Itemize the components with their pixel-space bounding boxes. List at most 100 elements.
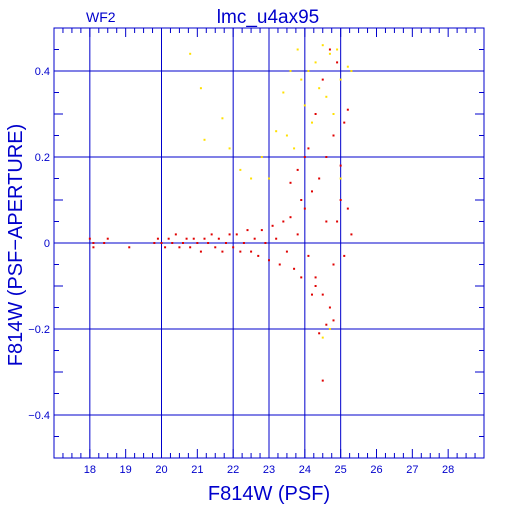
y-tick-label: −0.2 bbox=[28, 324, 50, 336]
red-data-point bbox=[325, 156, 328, 158]
red-data-point bbox=[318, 332, 321, 335]
yellow-data-point bbox=[296, 48, 299, 51]
red-data-point bbox=[128, 246, 131, 249]
red-data-point bbox=[311, 293, 313, 296]
red-data-point bbox=[178, 246, 181, 249]
yellow-data-point bbox=[328, 328, 331, 330]
red-data-point bbox=[289, 181, 292, 184]
red-data-point bbox=[221, 250, 224, 253]
red-data-point bbox=[332, 134, 335, 137]
red-data-point bbox=[343, 254, 346, 257]
red-data-point bbox=[346, 108, 349, 111]
y-tick-label: 0.2 bbox=[35, 152, 50, 164]
red-data-point bbox=[321, 293, 324, 296]
y-axis-label: F814W (PSF−APERTURE) bbox=[5, 124, 27, 366]
red-data-point bbox=[350, 233, 353, 236]
y-tick-label: 0.4 bbox=[35, 66, 50, 78]
yellow-data-point bbox=[321, 336, 324, 339]
red-data-point bbox=[196, 242, 199, 244]
red-data-point bbox=[325, 323, 328, 326]
red-data-point bbox=[314, 285, 317, 287]
yellow-data-point bbox=[328, 52, 331, 55]
gridlines bbox=[54, 28, 484, 458]
red-data-point bbox=[164, 246, 167, 249]
yellow-data-point bbox=[325, 95, 328, 98]
yellow-data-point bbox=[303, 104, 306, 107]
yellow-data-point bbox=[339, 177, 342, 180]
red-data-point bbox=[260, 229, 263, 232]
yellow-data-point bbox=[314, 61, 317, 64]
red-data-point bbox=[160, 242, 163, 244]
red-data-point bbox=[303, 207, 306, 210]
red-data-point bbox=[339, 199, 342, 201]
red-data-point bbox=[339, 164, 342, 167]
yellow-data-point bbox=[239, 168, 242, 171]
red-data-point bbox=[235, 233, 238, 236]
red-data-point bbox=[275, 237, 278, 240]
chart-title: lmc_u4ax95 bbox=[217, 7, 319, 28]
red-data-point bbox=[203, 237, 206, 240]
red-data-point bbox=[242, 242, 245, 244]
red-data-point bbox=[217, 237, 220, 240]
red-data-point bbox=[332, 319, 335, 322]
red-data-point bbox=[103, 242, 106, 244]
red-data-point bbox=[296, 233, 299, 236]
data-points bbox=[88, 44, 353, 382]
red-data-point bbox=[239, 250, 242, 253]
red-data-point bbox=[250, 250, 253, 253]
yellow-data-point bbox=[289, 70, 292, 72]
x-tick-label: 23 bbox=[263, 464, 275, 476]
yellow-data-point bbox=[318, 87, 321, 90]
red-data-point bbox=[285, 250, 288, 253]
yellow-data-point bbox=[339, 78, 342, 81]
red-data-point bbox=[182, 242, 184, 244]
red-data-point bbox=[171, 242, 174, 244]
yellow-data-point bbox=[268, 177, 270, 180]
tick-labels: 18 19 20 21 22 23 24 25 26 27 28 −0.4 −0.2 0 0.2 0.4 bbox=[28, 66, 454, 476]
red-data-point bbox=[332, 263, 335, 266]
red-data-point bbox=[307, 254, 310, 257]
x-tick-label: 27 bbox=[406, 464, 418, 476]
x-axis-label: F814W (PSF) bbox=[208, 483, 330, 505]
red-data-point bbox=[300, 276, 303, 279]
axis-ticks bbox=[53, 27, 485, 459]
red-data-point bbox=[300, 199, 303, 201]
red-data-point bbox=[325, 220, 328, 223]
red-data-point bbox=[328, 48, 331, 51]
red-data-point bbox=[282, 220, 285, 223]
red-data-point bbox=[257, 254, 260, 257]
red-data-point bbox=[199, 250, 202, 253]
y-tick-label: 0 bbox=[44, 238, 50, 250]
x-tick-label: 25 bbox=[335, 464, 347, 476]
red-data-point bbox=[318, 177, 321, 180]
red-data-point bbox=[268, 259, 270, 262]
red-data-point bbox=[88, 237, 91, 240]
yellow-data-point bbox=[221, 117, 224, 120]
y-tick-label: −0.4 bbox=[28, 410, 50, 422]
yellow-data-point bbox=[189, 52, 192, 55]
corner-label: WF2 bbox=[86, 9, 116, 25]
yellow-data-point bbox=[300, 78, 303, 81]
red-data-point bbox=[253, 237, 256, 240]
yellow-data-point bbox=[350, 70, 353, 72]
red-data-point bbox=[293, 267, 296, 270]
red-data-point bbox=[264, 242, 267, 244]
red-data-point bbox=[185, 237, 188, 240]
yellow-data-point bbox=[228, 147, 231, 150]
red-data-point bbox=[328, 306, 331, 309]
red-data-point bbox=[192, 237, 195, 240]
yellow-data-point bbox=[260, 156, 263, 158]
red-data-point bbox=[92, 246, 95, 249]
x-tick-label: 24 bbox=[299, 464, 311, 476]
x-tick-label: 28 bbox=[442, 464, 454, 476]
red-data-point bbox=[343, 121, 346, 124]
red-data-point bbox=[167, 237, 170, 240]
red-data-point bbox=[92, 242, 95, 244]
x-tick-label: 21 bbox=[191, 464, 203, 476]
red-data-point bbox=[214, 246, 217, 249]
red-data-point bbox=[106, 237, 109, 240]
red-data-point bbox=[174, 233, 177, 236]
yellow-data-point bbox=[346, 65, 349, 68]
x-tick-label: 22 bbox=[227, 464, 239, 476]
